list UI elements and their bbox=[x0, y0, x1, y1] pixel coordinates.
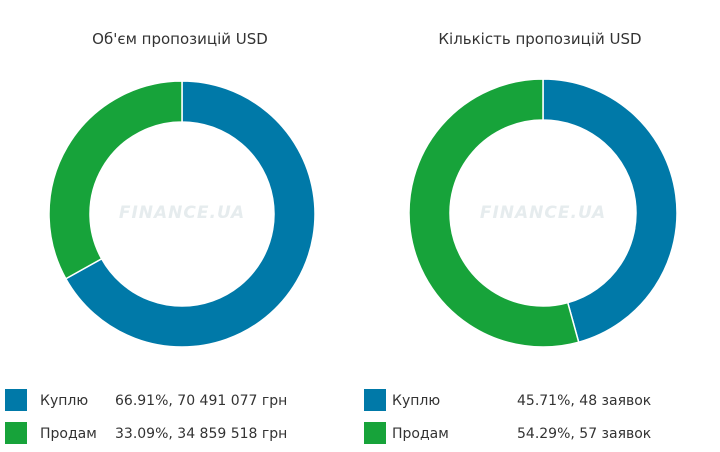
legend-value: 66.91%, 70 491 077 грн bbox=[115, 393, 288, 409]
legend-value: 45.71%, 48 заявок bbox=[517, 393, 652, 409]
watermark-logo: FINANCE.UA bbox=[118, 203, 246, 223]
legend-swatch bbox=[364, 389, 386, 411]
volume-chart: Об'єм пропозицій USD FINANCE.UA Куплю 66… bbox=[0, 30, 360, 448]
donut-slice-sell bbox=[408, 78, 580, 348]
count-donut bbox=[408, 78, 678, 348]
legend-label: Продам bbox=[40, 426, 97, 442]
legend-swatch bbox=[364, 422, 386, 444]
legend-swatch bbox=[5, 422, 27, 444]
donut-slice-sell bbox=[48, 80, 183, 280]
donut-slice-buy bbox=[542, 78, 678, 344]
legend-value: 33.09%, 34 859 518 грн bbox=[115, 426, 288, 442]
donut-slice-buy bbox=[64, 80, 316, 348]
legend-item-sell: Продам 54.29%, 57 заявок bbox=[360, 420, 720, 448]
watermark-logo: FINANCE.UA bbox=[479, 203, 607, 223]
legend-item-sell: Продам 33.09%, 34 859 518 грн bbox=[0, 420, 360, 448]
legend-item-buy: Куплю 45.71%, 48 заявок bbox=[360, 387, 720, 415]
legend-label: Продам bbox=[392, 426, 449, 442]
legend-label: Куплю bbox=[40, 393, 89, 409]
legend-value: 54.29%, 57 заявок bbox=[517, 426, 652, 442]
volume-donut bbox=[48, 80, 316, 348]
legend-item-buy: Куплю 66.91%, 70 491 077 грн bbox=[0, 387, 360, 415]
chart-title: Об'єм пропозицій USD bbox=[92, 30, 268, 48]
chart-title: Кількість пропозицій USD bbox=[438, 30, 642, 48]
legend-swatch bbox=[5, 389, 27, 411]
count-chart: Кількість пропозицій USD FINANCE.UA Купл… bbox=[360, 0, 720, 452]
legend-label: Куплю bbox=[392, 393, 441, 409]
